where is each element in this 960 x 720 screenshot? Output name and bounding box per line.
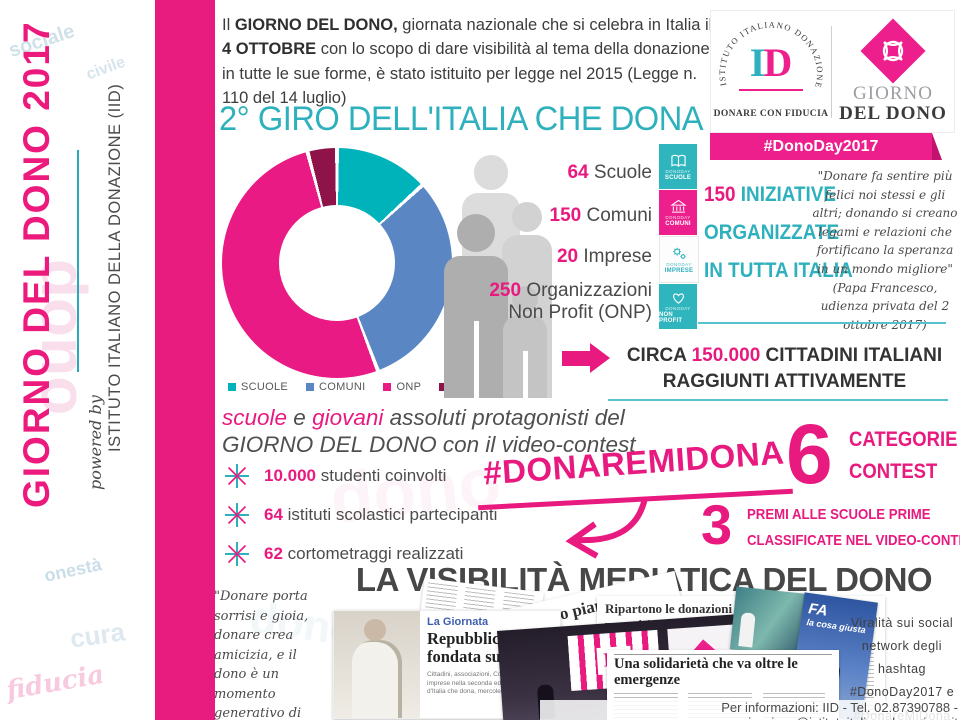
stat-onp: 250 Organizzazioni Non Profit (ONP) bbox=[489, 280, 652, 323]
poster-title-vertical: GIORNO DEL DONO 2017 bbox=[16, 20, 57, 508]
contest-stat-istituti: 64 istituti scolastici partecipanti bbox=[224, 502, 497, 528]
section-title-giro: 2° GIRO DELL'ITALIA CHE DONA bbox=[219, 100, 704, 138]
reach-statement: CIRCA 150.000 CITTADINI ITALIANI RAGGIUN… bbox=[626, 345, 943, 392]
tv-still-scuole bbox=[729, 586, 807, 657]
gears-icon bbox=[672, 247, 686, 259]
badge-label: IMPRESE bbox=[664, 267, 694, 274]
protagonisti-statement: scuole e giovani assoluti protagonisti d… bbox=[222, 405, 636, 458]
categorie-label-1: CATEGORIE bbox=[849, 428, 958, 451]
badge-nonprofit: DONODAY NON PROFIT bbox=[659, 284, 697, 329]
badge-label: SCUOLE bbox=[664, 174, 692, 181]
iid-arc-text: ISTITUTO ITALIANO DONAZIONE bbox=[717, 19, 824, 89]
badge-small-label: DONODAY bbox=[665, 214, 691, 220]
premi-label-1: PREMI ALLE SCUOLE PRIME bbox=[747, 506, 931, 523]
iniziative-callout: 150 INIZIATIVE ORGANIZZATE IN TUTTA ITAL… bbox=[704, 183, 853, 282]
person-silhouette bbox=[444, 214, 508, 398]
giorno-del-dono-logo: GIORNO DEL DONO bbox=[832, 18, 954, 124]
divider-line bbox=[608, 399, 948, 401]
badge-label: NON PROFIT bbox=[659, 311, 683, 324]
person-silhouette bbox=[503, 286, 547, 398]
sidebar-divider bbox=[77, 150, 79, 372]
premi-number: 3 bbox=[701, 493, 733, 556]
arrow-right-icon bbox=[562, 343, 610, 373]
footer-contact-info: Per informazioni: IID - Tel. 02.87390788… bbox=[540, 700, 958, 720]
iid-initials: ID bbox=[749, 39, 793, 85]
watermark-word: onestà bbox=[42, 554, 104, 586]
organization-name-vertical: ISTITUTO ITALIANO DELLA DONAZIONE (IID) bbox=[106, 83, 124, 452]
legend-item: ONP bbox=[383, 381, 421, 393]
logo-card: ISTITUTO ITALIANO DONAZIONE ID DONARE CO… bbox=[710, 10, 955, 133]
badge-small-label: DONODAY bbox=[665, 168, 691, 174]
papa-francesco-quote: "Donare fa sentire più felici noi stessi… bbox=[812, 169, 958, 332]
article-kicker: La Giornata bbox=[427, 616, 489, 628]
logo-divider bbox=[831, 25, 832, 118]
legend-item: COMUNI bbox=[306, 381, 365, 393]
badge-scuole: DONODAY SCUOLE bbox=[659, 144, 697, 189]
article-body: Cittadini, associazioni, Comuni, scuole … bbox=[427, 670, 544, 696]
book-icon bbox=[670, 154, 686, 167]
legend-item: SCUOLE bbox=[228, 381, 288, 393]
badge-strip: DONODAY SCUOLE DONODAY COMUNI DONODAY IM… bbox=[659, 144, 699, 330]
badge-label: COMUNI bbox=[665, 220, 691, 227]
mattarella-quote: "Donare porta sorrisi e gioia, donare cr… bbox=[214, 589, 309, 720]
donut-chart bbox=[222, 148, 452, 378]
intro-paragraph: Il GIORNO DEL DONO, giornata nazionale c… bbox=[222, 16, 713, 107]
iid-tagline: DONARE CON FIDUCIA bbox=[713, 108, 829, 119]
heart-icon bbox=[672, 292, 684, 304]
pope-photo bbox=[334, 611, 420, 718]
iid-logo: ISTITUTO ITALIANO DONAZIONE ID DONARE CO… bbox=[711, 13, 831, 131]
stat-comuni: 150 Comuni bbox=[549, 205, 652, 226]
gdd-word-deldono: DEL DONO bbox=[839, 102, 947, 124]
watermark-word: fiducia bbox=[4, 659, 107, 707]
badge-small-label: DONODAY bbox=[665, 305, 691, 311]
asterisk-icon bbox=[225, 503, 249, 527]
watermark-word: cura bbox=[68, 616, 127, 654]
bank-icon bbox=[669, 199, 687, 213]
badge-imprese: DONODAY IMPRESE bbox=[659, 236, 699, 283]
stat-scuole: 64 Scuole bbox=[567, 162, 652, 183]
pink-accent-bar bbox=[155, 0, 215, 720]
gdd-word-giorno: GIORNO bbox=[853, 82, 933, 104]
asterisk-icon bbox=[225, 464, 249, 488]
stat-imprese: 20 Imprese bbox=[556, 246, 652, 267]
contest-stat-cortometraggi: 62 cortometraggi realizzati bbox=[224, 541, 463, 567]
curved-arrow-icon bbox=[565, 497, 648, 559]
powered-by-label: powered by bbox=[86, 395, 105, 490]
categorie-number: 6 bbox=[786, 407, 833, 501]
badge-comuni: DONODAY COMUNI bbox=[659, 190, 697, 235]
categorie-label-2: CONTEST bbox=[849, 460, 938, 483]
divider-line bbox=[698, 322, 946, 324]
premi-label-2: CLASSIFICATE NEL VIDEO-CONTEST bbox=[747, 532, 960, 549]
asterisk-icon bbox=[225, 542, 249, 566]
badge-small-label: DONODAY bbox=[666, 261, 692, 267]
watermark-word: civile bbox=[84, 53, 128, 84]
knot-diamond-icon bbox=[860, 18, 926, 84]
donoday-hashtag-banner: #DonoDay2017 bbox=[710, 133, 942, 160]
iid-underline bbox=[739, 88, 803, 91]
contest-stat-studenti: 10.000 studenti coinvolti bbox=[224, 463, 446, 489]
